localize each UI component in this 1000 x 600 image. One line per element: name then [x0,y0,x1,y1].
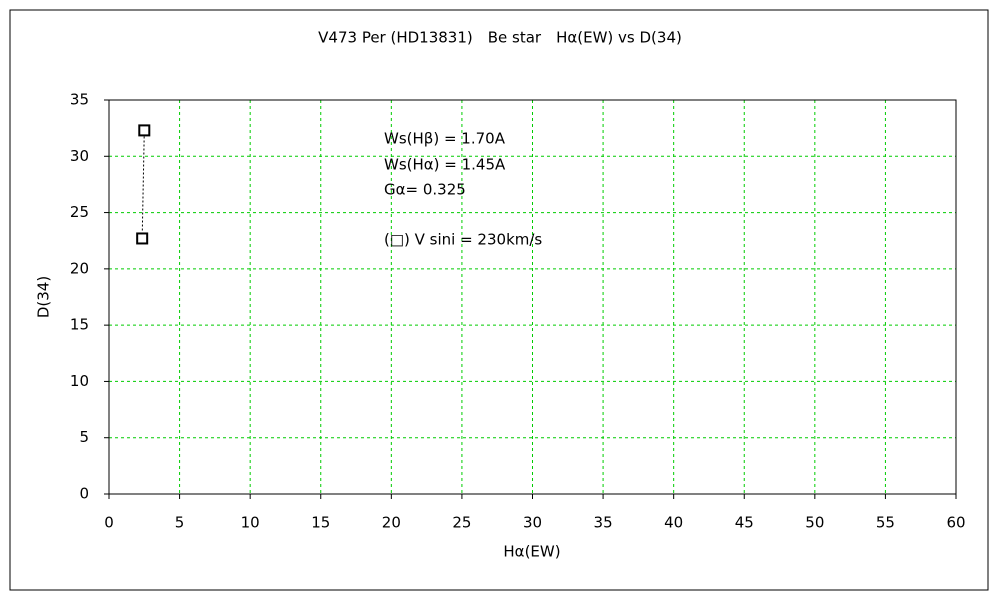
y-tick-label: 30 [70,147,89,165]
y-tick-label: 25 [70,203,89,221]
x-tick-label: 45 [735,514,754,532]
x-tick-label: 25 [452,514,471,532]
annotation: (□) V sini = 230km/s [384,231,542,249]
x-tick-label: 60 [946,514,965,532]
annotation: Gα= 0.325 [384,181,466,199]
x-tick-label: 0 [104,514,114,532]
point [138,124,151,137]
x-tick-label: 40 [664,514,683,532]
plot-border [108,99,957,495]
x-tick-label: 15 [311,514,330,532]
y-tick-label: 0 [79,485,89,503]
x-axis-label: Hα(EW) [503,543,560,561]
x-tick-label: 50 [805,514,824,532]
y-tick-label: 20 [70,259,89,277]
x-tick-label: 35 [594,514,613,532]
y-tick-label: 35 [70,91,89,109]
chart-title: V473 Per (HD13831) Be star Hα(EW) vs D(3… [318,29,682,47]
y-tick-label: 5 [79,428,89,446]
plot-area [109,100,956,494]
point [136,232,149,245]
x-tick-label: 30 [523,514,542,532]
y-tick-label: 10 [70,372,89,390]
annotation: Ws(Hα) = 1.45A [384,156,506,174]
y-tick-label: 15 [70,316,89,334]
x-tick-label: 5 [175,514,185,532]
x-tick-label: 20 [382,514,401,532]
y-axis-label: D(34) [35,276,53,318]
x-tick-label: 10 [241,514,260,532]
annotation: Ws(Hβ) = 1.70A [384,130,506,148]
x-tick-label: 55 [876,514,895,532]
